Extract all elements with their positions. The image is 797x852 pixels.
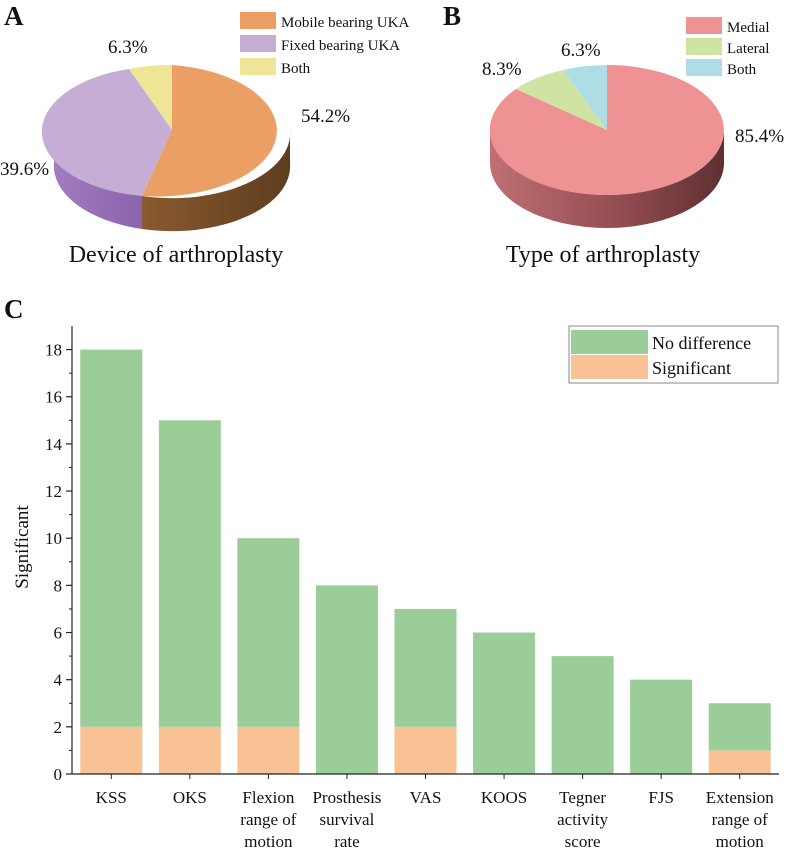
panel-c: C Significant 0 2 4 6 8 10 12 14 16 18 KSS OKS Flex… xyxy=(4,294,779,851)
pie-a-legend: Mobile bearing UKA Fixed bearing UKA Bot… xyxy=(240,12,409,77)
pie-a-legend-label-mobile: Mobile bearing UKA xyxy=(281,15,409,31)
pie-a-side-mobile xyxy=(142,130,291,232)
pie-a-slice-mobile xyxy=(142,65,277,197)
y-tick-label: 8 xyxy=(54,576,63,595)
bar-no-difference xyxy=(473,632,536,774)
pie-a-legend-swatch-both xyxy=(240,58,276,75)
pie-a-title: Device of arthroplasty xyxy=(69,242,284,268)
pie-b-legend-label-medial: Medial xyxy=(727,20,770,36)
pie-b-slice-both xyxy=(563,65,607,130)
pie-b-label-medial: 85.4% xyxy=(735,126,784,147)
x-tick-label: range of xyxy=(240,810,297,829)
panel-b: B 85.4% 8.3% 6.3% Medial Lateral Both Ty… xyxy=(443,1,784,268)
pie-a-side-fixed xyxy=(53,130,142,229)
x-tick-label: range of xyxy=(712,810,769,829)
pie-a-legend-swatch-mobile xyxy=(240,12,276,29)
bar-legend: No difference Significant xyxy=(568,325,779,384)
panel-a-letter: A xyxy=(4,1,24,31)
bar-ylabel: Significant xyxy=(12,505,33,589)
bar-no-difference xyxy=(315,585,378,774)
y-tick-label: 4 xyxy=(54,671,63,690)
x-tick-label: VAS xyxy=(410,788,442,807)
pie-b-legend-swatch-both xyxy=(686,59,722,76)
x-tick-label: Flexion xyxy=(242,788,294,807)
pie-b xyxy=(489,65,724,228)
x-tick-label: score xyxy=(565,832,601,851)
bar-no-difference xyxy=(237,538,300,727)
bar-significant xyxy=(80,726,143,774)
bar-legend-label-signif: Significant xyxy=(652,358,731,378)
bar-plot xyxy=(80,349,771,774)
pie-b-legend-swatch-medial xyxy=(686,17,722,34)
pie-a-legend-label-fixed: Fixed bearing UKA xyxy=(281,38,400,54)
bar-significant xyxy=(394,726,457,774)
x-tick-label: motion xyxy=(716,832,765,851)
x-tick-label: activity xyxy=(557,810,608,829)
y-tick-label: 14 xyxy=(45,435,63,454)
x-tick-label: rate xyxy=(334,832,359,851)
y-tick-label: 2 xyxy=(54,718,63,737)
pie-b-legend: Medial Lateral Both xyxy=(686,17,770,78)
x-tick-label: FJS xyxy=(648,788,674,807)
x-tick-label: motion xyxy=(244,832,293,851)
bar-significant xyxy=(158,726,221,774)
pie-b-slice-lateral xyxy=(516,70,607,130)
pie-b-label-both: 6.3% xyxy=(561,40,601,61)
pie-a-label-fixed: 39.6% xyxy=(0,159,49,180)
bar-legend-label-nodiff: No difference xyxy=(652,333,751,353)
x-tick-label: Tegner xyxy=(559,788,606,807)
pie-b-slice-medial xyxy=(489,65,724,195)
bar-no-difference xyxy=(708,703,771,751)
bar-no-difference xyxy=(394,608,457,727)
bar-no-difference xyxy=(158,420,221,727)
pie-a-legend-label-both: Both xyxy=(281,61,311,77)
y-tick-label: 16 xyxy=(45,388,62,407)
y-tick-label: 0 xyxy=(54,765,63,784)
bar-no-difference xyxy=(630,679,693,774)
pie-b-legend-swatch-lateral xyxy=(686,38,722,55)
panel-b-letter: B xyxy=(443,1,461,31)
pie-a-legend-swatch-fixed xyxy=(240,35,276,52)
bar-significant xyxy=(708,750,771,774)
pie-a-label-mobile: 54.2% xyxy=(301,106,350,127)
bar-legend-swatch-signif xyxy=(571,355,648,379)
pie-a-slice-fixed xyxy=(41,69,173,196)
pie-b-label-lateral: 8.3% xyxy=(482,59,522,80)
x-tick-label: survival xyxy=(320,810,375,829)
pie-b-legend-label-lateral: Lateral xyxy=(727,41,769,57)
pie-b-legend-label-both: Both xyxy=(727,62,757,78)
x-tick-label: Extension xyxy=(706,788,774,807)
bar-significant xyxy=(237,726,300,774)
pie-a xyxy=(41,64,291,232)
bar-no-difference xyxy=(551,656,614,774)
x-tick-label: KSS xyxy=(96,788,127,807)
bar-no-difference xyxy=(80,349,143,727)
panel-c-letter: C xyxy=(4,294,24,324)
x-tick-label: Prosthesis xyxy=(312,788,381,807)
panel-a: A 54.2% 39.6% 6.3% Mobile bearing UKA Fi… xyxy=(0,1,409,268)
x-tick-label: OKS xyxy=(173,788,207,807)
x-axis-labels: KSS OKS Flexion range of motion Prosthesis sur… xyxy=(96,774,774,851)
y-tick-label: 18 xyxy=(45,341,62,360)
x-tick-label: KOOS xyxy=(481,788,527,807)
y-tick-label: 10 xyxy=(45,529,62,548)
pie-b-title: Type of arthroplasty xyxy=(506,242,700,268)
pie-a-slice-both xyxy=(129,64,172,130)
y-tick-label: 6 xyxy=(54,624,63,643)
y-tick-label: 12 xyxy=(45,482,62,501)
pie-b-side xyxy=(490,130,724,228)
bar-legend-swatch-nodiff xyxy=(571,330,648,354)
pie-a-label-both: 6.3% xyxy=(108,37,148,58)
